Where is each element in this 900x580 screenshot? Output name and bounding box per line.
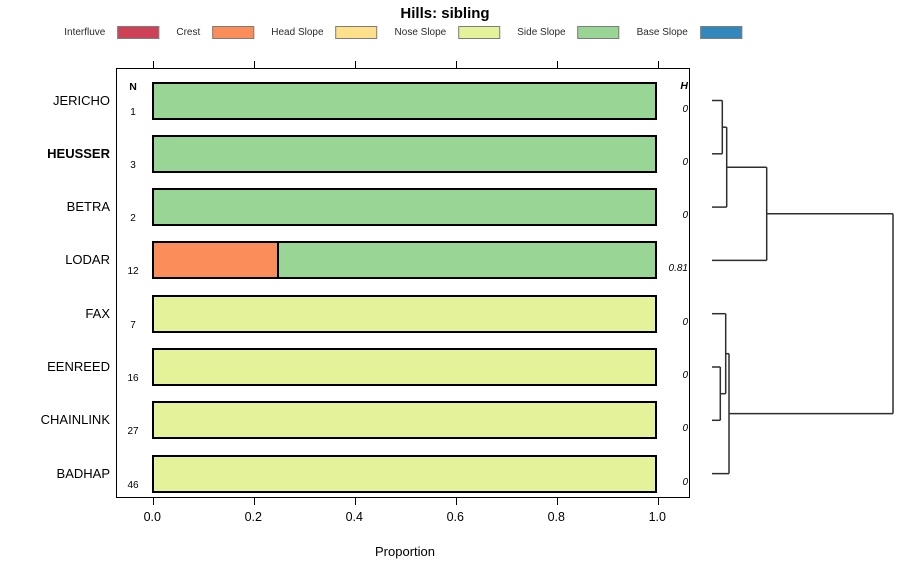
- row-label-eenreed: EENREED: [47, 359, 110, 375]
- bar-segment-nose-slope: [152, 401, 658, 440]
- row-label-jericho: JERICHO: [52, 92, 110, 108]
- h-column-header: H: [680, 80, 688, 92]
- plot-area: [116, 61, 690, 505]
- legend-label-head-slope: Head Slope: [271, 27, 324, 38]
- x-axis-tick-bottom: [253, 498, 256, 505]
- x-axis-tick-label: 0.6: [446, 510, 464, 524]
- x-axis-tick-label: 0.8: [547, 510, 565, 524]
- bar-segment-side-slope: [276, 241, 658, 280]
- x-axis-tick-bottom: [152, 498, 155, 505]
- row-label-chainlink: CHAINLINK: [40, 412, 110, 428]
- h-value: 0: [682, 423, 688, 435]
- chart-title: Hills: sibling: [400, 5, 490, 22]
- x-axis-tick-label: 0.0: [143, 510, 161, 524]
- bar-segment-side-slope: [152, 134, 658, 173]
- h-value: 0: [682, 156, 688, 168]
- n-value: 7: [130, 319, 136, 331]
- n-value: 12: [127, 266, 139, 278]
- bar-segment-nose-slope: [152, 294, 658, 333]
- x-axis-tick-label: 0.2: [244, 510, 262, 524]
- x-axis-tick-top: [354, 61, 357, 68]
- h-value: 0: [682, 476, 688, 488]
- x-axis-tick-bottom: [556, 498, 559, 505]
- x-axis-tick-top: [253, 61, 256, 68]
- h-value: 0: [682, 103, 688, 115]
- x-axis-tick-label: 0.4: [345, 510, 363, 524]
- legend-label-interfluve: Interfluve: [64, 27, 106, 38]
- bar-segment-side-slope: [152, 188, 658, 227]
- x-axis-tick-top: [556, 61, 559, 68]
- h-value: 0: [682, 316, 688, 328]
- n-value: 1: [130, 106, 136, 118]
- x-axis-tick-top: [455, 61, 458, 68]
- h-value: 0: [682, 370, 688, 382]
- row-label-lodar: LODAR: [65, 252, 110, 268]
- bar-segment-nose-slope: [152, 454, 658, 493]
- legend-swatch-base-slope: [699, 26, 742, 39]
- n-value: 46: [127, 479, 139, 491]
- legend-label-nose-slope: Nose Slope: [394, 27, 447, 38]
- bar-segment-nose-slope: [152, 348, 658, 387]
- h-value: 0.81: [668, 263, 688, 275]
- legend: Interfluve Crest Head Slope Nose Slope Side …: [64, 26, 742, 39]
- n-value: 3: [130, 159, 136, 171]
- x-axis-tick-top: [657, 61, 660, 68]
- bar-segment-crest: [152, 241, 279, 280]
- h-value: 0: [682, 210, 688, 222]
- legend-label-base-slope: Base Slope: [636, 27, 688, 38]
- x-axis-tick-top: [152, 61, 155, 68]
- x-axis-tick-bottom: [657, 498, 660, 505]
- legend-swatch-crest: [212, 26, 255, 39]
- x-axis-tick-label: 1.0: [648, 510, 666, 524]
- legend-swatch-nose-slope: [458, 26, 501, 39]
- row-label-fax: FAX: [85, 305, 110, 321]
- legend-swatch-head-slope: [335, 26, 378, 39]
- n-value: 2: [130, 213, 136, 225]
- x-axis-title: Proportion: [375, 544, 435, 559]
- n-value: 16: [127, 373, 139, 385]
- bar-segment-side-slope: [152, 81, 658, 120]
- legend-swatch-interfluve: [117, 26, 160, 39]
- legend-label-side-slope: Side Slope: [517, 27, 566, 38]
- row-label-heusser: HEUSSER: [47, 145, 110, 161]
- legend-label-crest: Crest: [176, 27, 201, 38]
- row-label-badhap: BADHAP: [56, 465, 110, 481]
- x-axis-tick-bottom: [455, 498, 458, 505]
- n-value: 27: [127, 426, 139, 438]
- row-label-betra: BETRA: [66, 199, 110, 215]
- legend-swatch-side-slope: [577, 26, 620, 39]
- x-axis-tick-bottom: [354, 498, 357, 505]
- n-column-header: N: [129, 81, 137, 93]
